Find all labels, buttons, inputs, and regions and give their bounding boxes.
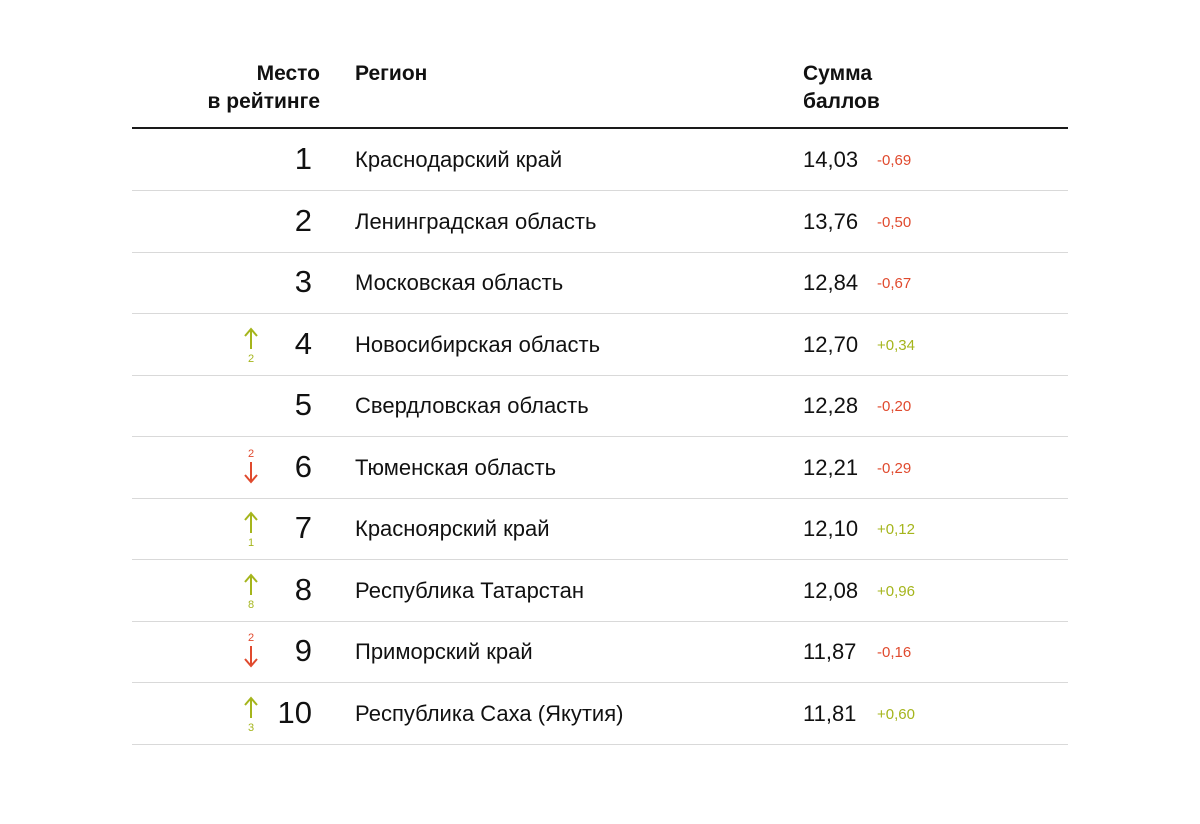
score-value: 12,70 [803,331,859,357]
move-value: 2 [247,447,255,460]
header-score-line2: баллов [803,90,880,113]
score-value: 12,28 [803,393,859,418]
score-delta: -0,29 [877,459,912,477]
rank-number: 3 [294,264,312,299]
region-name: Свердловская область [355,393,589,418]
region-name: Краснодарский край [355,147,563,172]
region-name: Красноярский край [355,516,550,541]
score-value: 14,03 [803,147,859,172]
region-name: Республика Саха (Якутия) [355,700,624,726]
region-name: Приморский край [355,639,533,664]
table-row: 1 7 Красноярский край 12,10 +0,12 [132,498,1068,560]
rank-number: 4 [294,325,312,361]
rank-number: 10 [277,694,312,730]
score-delta: -0,20 [877,398,912,415]
rank-number: 5 [294,387,312,422]
region-name: Московская область [355,270,564,295]
region-name: Тюменская область [355,454,557,480]
score-value: 12,84 [803,270,859,295]
score-delta: +0,12 [877,521,915,538]
region-name: Ленинградская область [355,208,597,234]
rank-number: 9 [294,633,312,668]
rank-number: 1 [294,141,312,176]
header-rank-line1: Место [256,62,320,85]
score-delta: +0,60 [877,705,915,723]
rank-number: 8 [294,571,312,607]
table-row: 2 6 Тюменская область 12,21 -0,29 [132,437,1068,499]
rank-number: 2 [294,202,312,238]
score-value: 13,76 [803,208,859,234]
move-value: 1 [247,537,255,549]
region-name: Новосибирская область [355,331,601,357]
table-row: 3 Московская область 12,84 -0,67 [132,252,1068,314]
header-rank: Место в рейтинге [208,60,320,116]
rank-number: 7 [294,510,312,545]
table-row: 8 8 Республика Татарстан 12,08 +0,96 [132,560,1068,622]
header-divider [132,127,1068,129]
header-region-label: Регион [355,62,428,85]
table-row: 1 Краснодарский край 14,03 -0,69 [132,129,1068,191]
move-value: 2 [247,352,255,365]
move-value: 8 [247,598,255,611]
score-value: 12,10 [803,516,859,541]
score-delta: -0,67 [877,275,912,292]
header-region: Регион [355,60,427,88]
table-row: 2 Ленинградская область 13,76 -0,50 [132,191,1068,253]
score-delta: -0,50 [877,213,912,231]
rank-number: 6 [294,448,312,484]
move-up-indicator: 2 [242,325,272,365]
move-down-indicator: 2 [242,632,272,672]
score-value: 11,81 [803,700,857,726]
score-delta: +0,96 [877,582,915,600]
move-value: 3 [247,721,255,734]
score-delta: -0,69 [877,152,912,169]
score-delta: +0,34 [877,336,915,354]
score-value: 11,87 [803,639,857,664]
score-delta: -0,16 [877,644,912,661]
table-row: 3 10 Республика Саха (Якутия) 11,81 +0,60 [132,683,1068,745]
move-value: 2 [247,632,255,644]
table-row: 2 9 Приморский край 11,87 -0,16 [132,621,1068,683]
table-row: 5 Свердловская область 12,28 -0,20 [132,375,1068,437]
table-row: 2 4 Новосибирская область 12,70 +0,34 [132,314,1068,376]
region-name: Республика Татарстан [355,577,585,603]
score-value: 12,08 [803,577,859,603]
header-score: Сумма баллов [803,60,880,116]
move-up-indicator: 8 [242,571,272,611]
move-down-indicator: 2 [242,448,272,488]
score-value: 12,21 [803,454,859,480]
move-up-indicator: 3 [242,694,272,734]
move-up-indicator: 1 [242,509,272,549]
header-rank-line2: в рейтинге [207,90,320,113]
header-score-line1: Сумма [803,62,873,85]
